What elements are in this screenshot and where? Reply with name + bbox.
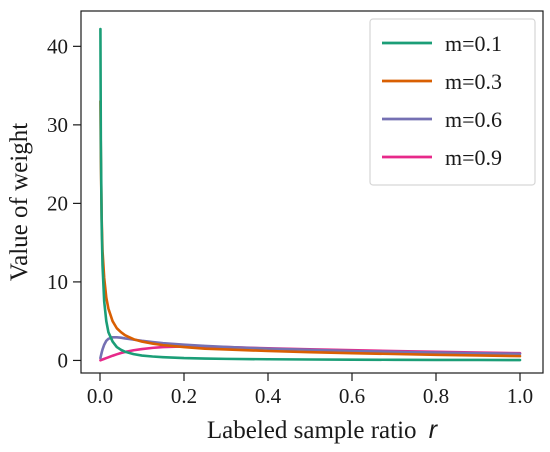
x-tick-label: 0.0 [87, 384, 113, 408]
y-tick-label: 10 [47, 270, 68, 294]
x-axis-label-variable: r [429, 416, 439, 444]
y-tick-label: 30 [47, 113, 68, 137]
legend-label-m-0-9: m=0.9 [445, 145, 502, 170]
legend-label-m-0-6: m=0.6 [445, 107, 502, 132]
legend-label-m-0-1: m=0.1 [445, 31, 502, 56]
x-tick-label: 0.4 [255, 384, 282, 408]
x-tick-label: 0.6 [339, 384, 365, 408]
legend: m=0.1 m=0.3 m=0.6 m=0.9 [369, 18, 536, 186]
y-tick-label: 20 [47, 191, 68, 215]
axis-ticks-group: 0.0 0.2 0.4 0.6 0.8 1.0 0 10 20 30 40 [47, 34, 533, 408]
series-line-m-0-1 [99, 27, 522, 362]
x-tick-label: 0.2 [171, 384, 197, 408]
y-tick-label: 0 [58, 348, 69, 372]
x-tick-label: 1.0 [507, 384, 533, 408]
plot-series-group [99, 27, 522, 362]
x-axis-label-text: Labeled sample ratio [207, 417, 417, 444]
legend-box [369, 18, 536, 186]
y-axis-label: Value of weight [6, 123, 33, 281]
legend-label-m-0-3: m=0.3 [445, 69, 502, 94]
y-tick-label: 40 [47, 34, 68, 58]
x-axis-label: Labeled sample ratio r [207, 416, 439, 444]
plot-frame [80, 10, 544, 374]
x-tick-label: 0.8 [423, 384, 449, 408]
